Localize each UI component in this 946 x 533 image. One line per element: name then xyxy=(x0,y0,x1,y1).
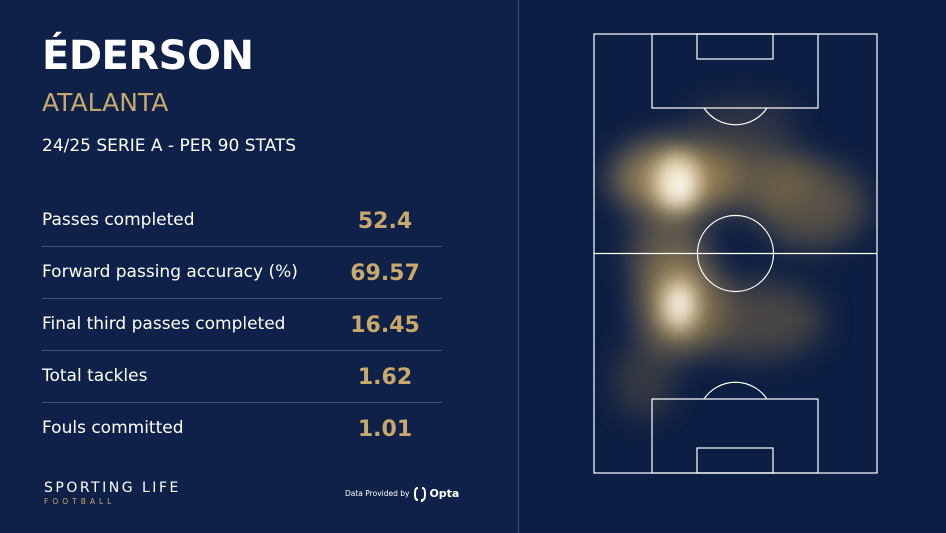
bottom-penalty-box xyxy=(651,398,819,474)
stats-subtitle: 24/25 SERIE A - PER 90 STATS xyxy=(42,136,297,156)
bottom-penalty-arc xyxy=(703,381,768,400)
center-circle xyxy=(696,214,775,293)
top-six-yard-box xyxy=(696,33,774,60)
stat-row: Forward passing accuracy (%) 69.57 xyxy=(42,247,442,299)
stats-table: Passes completed 52.4 Forward passing ac… xyxy=(42,195,442,454)
top-penalty-arc xyxy=(703,107,768,126)
stat-row: Total tackles 1.62 xyxy=(42,351,442,403)
stat-label: Final third passes completed xyxy=(42,314,286,334)
opta-name: Opta xyxy=(429,487,460,500)
stat-row: Passes completed 52.4 xyxy=(42,195,442,247)
opta-logo-icon xyxy=(414,486,427,502)
data-provider: Data Provided by Opta xyxy=(345,485,459,503)
stat-label: Passes completed xyxy=(42,210,195,230)
stats-panel: ÉDERSON ATALANTA 24/25 SERIE A - PER 90 … xyxy=(42,33,460,507)
provider-text: Data Provided by xyxy=(345,489,410,498)
stat-label: Total tackles xyxy=(42,366,148,386)
bottom-six-yard-box xyxy=(696,447,774,474)
player-name: ÉDERSON xyxy=(42,33,254,79)
stat-row: Final third passes completed 16.45 xyxy=(42,299,442,351)
stat-value: 1.01 xyxy=(357,417,413,442)
stat-value: 69.57 xyxy=(350,261,420,286)
team-name: ATALANTA xyxy=(42,88,169,117)
stat-row: Fouls committed 1.01 xyxy=(42,403,442,454)
heat-layer xyxy=(612,100,866,418)
stat-label: Fouls committed xyxy=(42,418,184,438)
brand-title: SPORTING LIFE xyxy=(44,480,181,496)
stat-label: Forward passing accuracy (%) xyxy=(42,262,298,282)
panel-divider xyxy=(518,0,519,533)
top-penalty-box xyxy=(651,33,819,109)
pitch-markings xyxy=(593,33,878,474)
brand-subtitle: FOOTBALL xyxy=(44,497,116,506)
pitch-heatmap xyxy=(593,33,878,474)
sporting-life-logo: SPORTING LIFE FOOTBALL xyxy=(44,480,181,507)
stat-value: 16.45 xyxy=(350,313,420,338)
heatmap-panel xyxy=(519,0,946,533)
stat-value: 52.4 xyxy=(357,209,413,234)
stat-value: 1.62 xyxy=(357,365,413,390)
